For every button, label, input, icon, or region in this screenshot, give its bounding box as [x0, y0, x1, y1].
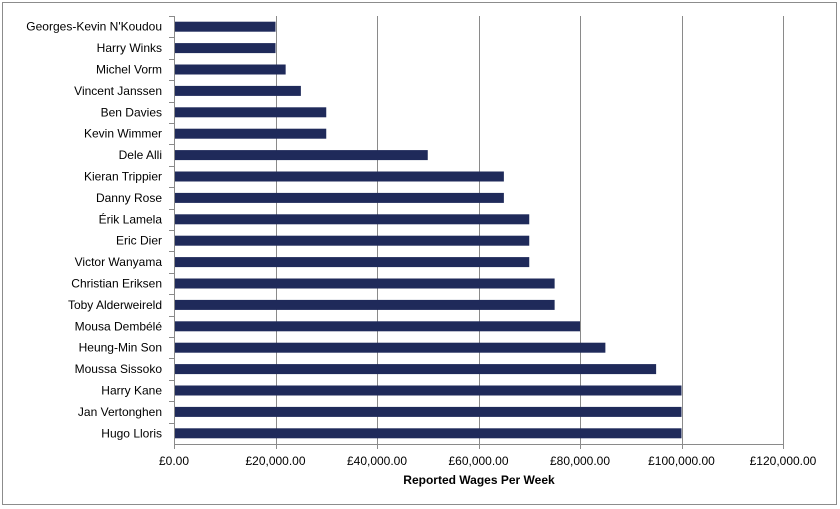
category-label: Heung-Min Son — [79, 341, 162, 355]
category-label: Moussa Sissoko — [75, 362, 163, 376]
bar — [174, 43, 276, 54]
x-tick-label: £120,000.00 — [750, 454, 817, 468]
category-label: Michel Vorm — [96, 63, 162, 77]
category-label: Kieran Trippier — [84, 170, 162, 184]
category-label: Toby Alderweireld — [68, 298, 162, 312]
bar — [174, 299, 555, 310]
bar — [174, 192, 504, 203]
bar — [174, 257, 530, 268]
category-labels: Georges-Kevin N'Koudou Harry Winks Michel … — [26, 20, 162, 441]
x-tick-label: £100,000.00 — [648, 454, 715, 468]
bar — [174, 214, 530, 225]
bar — [174, 342, 606, 353]
category-label: Hugo Lloris — [101, 426, 162, 440]
bar — [174, 235, 530, 246]
category-label: Harry Winks — [97, 41, 162, 55]
category-label: Jan Vertonghen — [78, 405, 162, 419]
x-axis-title: Reported Wages Per Week — [403, 473, 555, 487]
bar — [174, 107, 327, 118]
bar — [174, 385, 682, 396]
x-tick-label: £60,000.00 — [448, 454, 508, 468]
bar — [174, 21, 276, 32]
x-tick-label: £0.00 — [159, 454, 189, 468]
bar — [174, 150, 428, 161]
x-tick-labels: £0.00 £20,000.00 £40,000.00 £60,000.00 £80,0… — [159, 454, 817, 468]
bar — [174, 428, 682, 439]
bar — [174, 171, 504, 182]
bar — [174, 406, 682, 417]
category-label: Kevin Wimmer — [84, 127, 162, 141]
axes — [169, 16, 784, 449]
category-label: Danny Rose — [96, 191, 162, 205]
bars — [174, 21, 682, 439]
category-label: Vincent Janssen — [74, 84, 162, 98]
bar — [174, 128, 327, 139]
x-tick-label: £20,000.00 — [245, 454, 305, 468]
category-label: Eric Dier — [116, 234, 162, 248]
category-label: Érik Lamela — [99, 211, 163, 226]
bar — [174, 321, 580, 332]
category-label: Dele Alli — [119, 148, 162, 162]
bar — [174, 278, 555, 289]
category-label: Christian Eriksen — [71, 277, 162, 291]
x-tick-label: £40,000.00 — [347, 454, 407, 468]
category-label: Victor Wanyama — [75, 255, 163, 269]
category-label: Georges-Kevin N'Koudou — [26, 20, 162, 34]
category-label: Ben Davies — [101, 105, 162, 119]
bar — [174, 364, 657, 375]
x-tick-label: £80,000.00 — [550, 454, 610, 468]
category-label: Mousa Dembélé — [75, 319, 163, 333]
bar — [174, 85, 301, 96]
category-label: Harry Kane — [101, 384, 162, 398]
bar — [174, 64, 286, 75]
